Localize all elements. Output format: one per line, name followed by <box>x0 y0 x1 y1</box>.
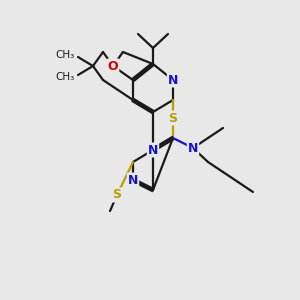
Text: N: N <box>148 143 158 157</box>
Text: N: N <box>168 74 178 86</box>
Text: S: S <box>169 112 178 124</box>
Text: N: N <box>128 173 138 187</box>
Text: CH₃: CH₃ <box>56 72 75 82</box>
Text: S: S <box>112 188 122 202</box>
Text: CH₃: CH₃ <box>56 50 75 60</box>
Text: O: O <box>108 59 118 73</box>
Text: N: N <box>188 142 198 154</box>
